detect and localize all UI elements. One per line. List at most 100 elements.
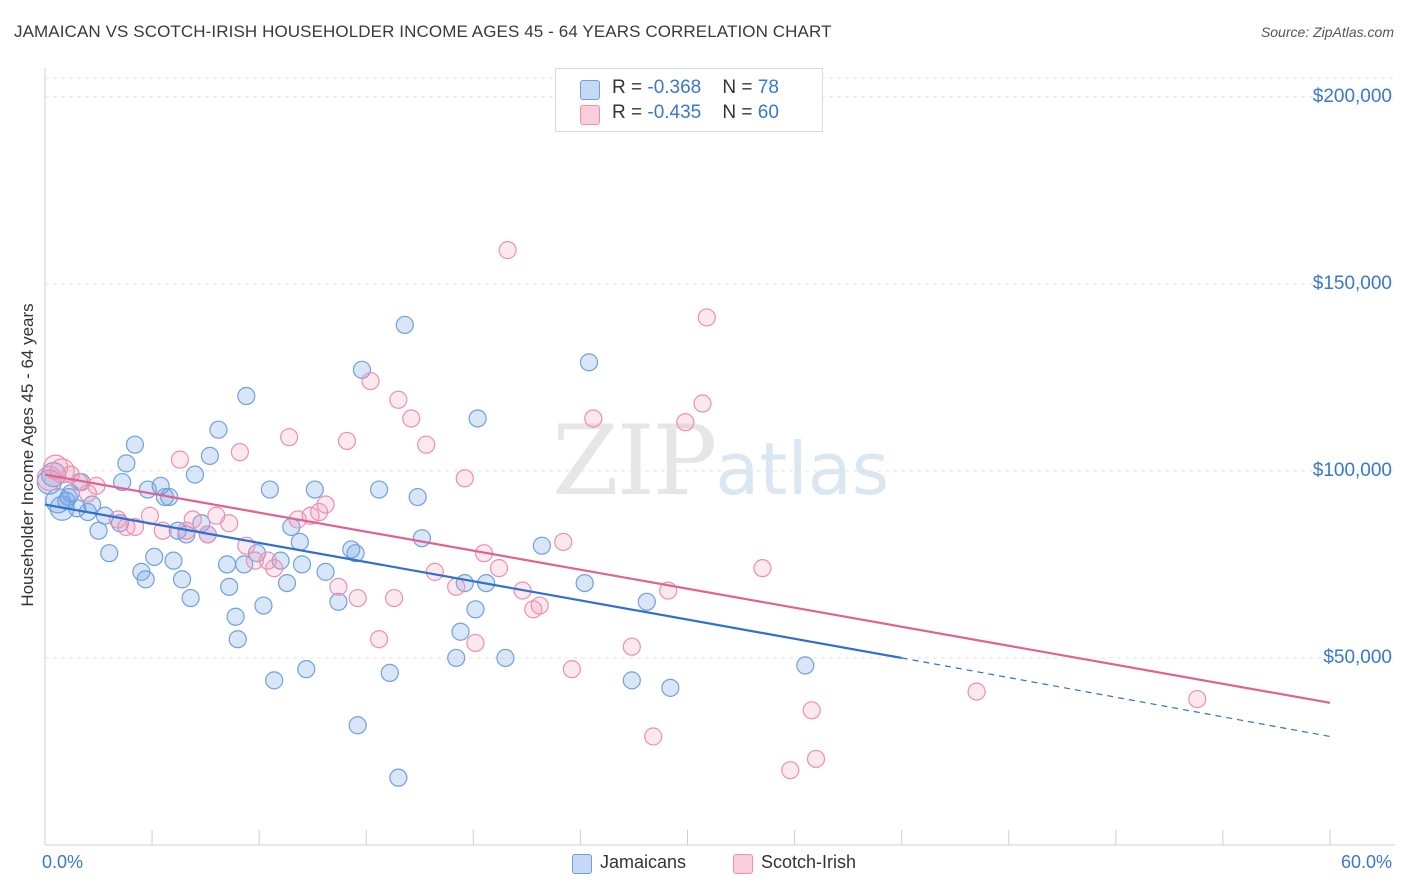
scotch-irish-point-58 [802,701,821,720]
scotch-irish-point-32 [370,630,389,649]
scotch-irish-point-12 [170,450,190,469]
n-label: N = [722,77,758,98]
jamaicans-point-59 [408,487,427,507]
jamaicans-point-27 [185,465,205,484]
jamaicans-point-53 [348,716,367,735]
r-value-jamaicans: -0.368 [647,77,702,98]
jamaicans-point-26 [181,588,200,608]
jamaicans-point-61 [447,648,466,668]
scotch-irish-point-61 [1188,689,1207,709]
jamaicans-point-50 [329,592,348,611]
jamaicans-point-73 [661,678,680,697]
scotch-irish-point-48 [562,660,581,679]
jamaicans-point-23 [164,551,183,570]
correlation-legend: R = -0.368 N = 78 R = -0.435 N = 60 [555,68,823,132]
jamaicans-point-41 [265,671,284,690]
scotch-irish-point-9 [125,517,145,537]
scotch-irish-point-39 [455,469,474,488]
jamaicans-point-66 [496,648,515,668]
scotch-irish-point-56 [753,559,772,578]
jamaicans-point-55 [370,480,389,499]
jamaicans-point-57 [389,768,408,787]
scotch-irish-point-57 [781,761,800,780]
jamaicans-point-32 [217,555,237,574]
watermark: ZIPatlas [552,405,889,517]
source-label: Source: ZipAtlas.com [1260,24,1394,40]
scotch-irish-point-18 [230,443,249,462]
scotch-irish-point-14 [183,510,202,529]
scotch-irish-point-34 [389,390,408,409]
y-tick-label: $50,000 [1323,646,1392,668]
r-label: R = [612,77,648,98]
jamaicans-point-69 [575,573,594,593]
scotch-irish-point-30 [348,588,367,608]
jamaicans-point-47 [297,660,316,679]
n-value-scotch-irish: 60 [757,102,779,123]
jamaicans-point-49 [316,562,335,581]
jamaicans-point-20 [145,547,164,567]
jamaicans-point-37 [237,386,256,406]
jamaicans-point-40 [260,480,279,499]
jamaicans-point-64 [466,600,485,619]
jamaicans-point-14 [112,472,132,492]
jamaicans-point-31 [209,420,228,439]
jamaicans-point-10 [89,521,108,540]
legend-text-scotch-irish: R = -0.435 N = 60 [612,102,779,124]
scotch-irish-point-47 [554,532,573,552]
jamaicans-point-70 [579,353,599,372]
n-value-jamaicans: 78 [757,77,779,98]
r-value-scotch-irish: -0.435 [647,102,702,123]
jamaicans-swatch [580,80,600,100]
chart-title: JAMAICAN VS SCOTCH-IRISH HOUSEHOLDER INC… [14,22,832,41]
scotch-irish-point-50 [622,637,641,656]
watermark-atlas: atlas [715,427,890,511]
scotch-irish-point-54 [693,394,712,413]
scotch-irish-point-42 [489,559,509,578]
jamaicans-point-42 [271,551,290,570]
jamaicans-point-62 [451,622,470,641]
watermark-zip: ZIP [552,405,717,517]
x-tick-label-max: 60.0% [1340,852,1392,872]
scotch-irish-point-33 [384,588,404,608]
jamaicans-point-46 [292,555,312,574]
jamaicans-point-45 [290,532,309,552]
jamaicans-point-25 [172,570,192,589]
jamaicans-trend-extension [901,657,1331,738]
jamaicans-point-16 [125,435,145,454]
scotch-irish-point-17 [220,514,239,533]
jamaicans-trend-line [44,503,902,660]
scotch-irish-point-35 [402,409,421,428]
scotch-irish-point-60 [967,682,986,701]
jamaicans-point-30 [200,446,220,465]
jamaicans-point-67 [468,409,487,428]
jamaicans-point-48 [305,480,324,499]
jamaicans-point-38 [247,544,267,563]
r-label: R = [612,102,648,123]
jamaicans-point-34 [226,607,245,626]
scotch-irish-point-40 [466,633,485,653]
scotch-irish-swatch [733,854,753,874]
scotch-irish-point-28 [329,577,348,596]
scotch-irish-point-21 [258,551,277,570]
x-tick-label-min: 0.0% [42,852,84,872]
jamaicans-point-36 [235,555,254,574]
scotch-irish-point-26 [310,502,329,522]
legend-label-scotch-irish: Scotch-Irish [761,852,857,872]
legend-text-jamaicans: R = -0.368 N = 78 [612,77,779,99]
scotch-irish-point-36 [417,435,436,454]
jamaicans-point-76 [59,487,78,507]
y-tick-label: $200,000 [1312,85,1392,107]
series-legend: Jamaicans Scotch-Irish [0,852,1406,878]
scotch-irish-trend-line [44,473,1331,704]
scotch-irish-point-46 [530,596,549,615]
scotch-irish-point-20 [245,551,264,570]
jamaicans-point-18 [136,570,155,589]
jamaicans-point-39 [254,596,273,615]
jamaicans-point-74 [796,656,815,675]
y-tick-label: $100,000 [1312,459,1392,481]
jamaicans-swatch [572,854,592,874]
y-tick-label: $150,000 [1312,272,1392,294]
scotch-irish-point-49 [584,409,603,428]
scotch-irish-point-23 [280,428,299,447]
